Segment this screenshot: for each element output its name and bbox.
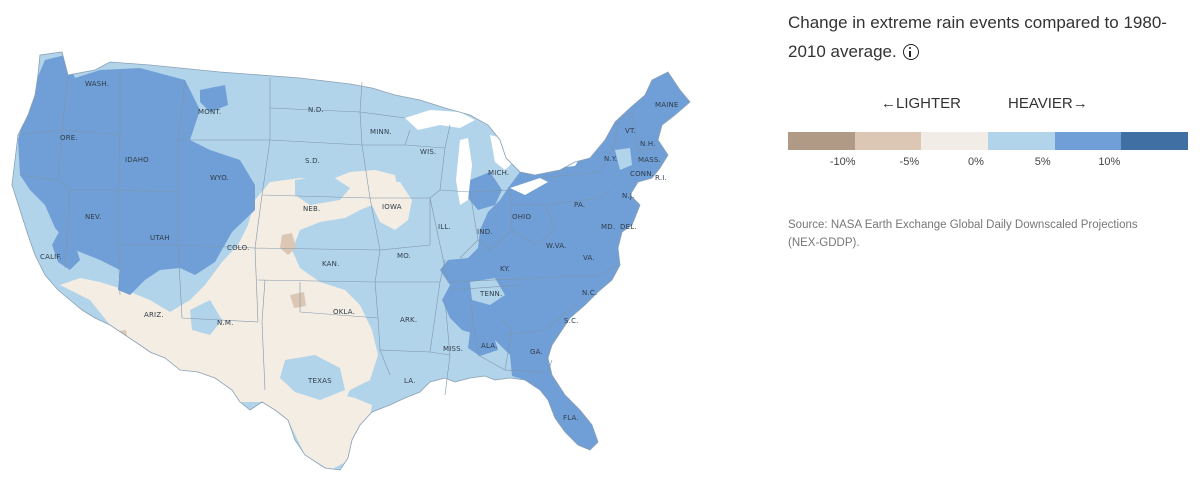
label-me: MAINE [655, 101, 679, 109]
label-ma: MASS. [638, 156, 661, 164]
legend-ticks: -10% -5% 0% 5% 10% [788, 156, 1188, 172]
label-nv: NEV. [85, 213, 102, 221]
legend-swatch-0 [788, 132, 855, 150]
rain-change-regions [18, 55, 690, 470]
region-lighter-strong-patch [280, 233, 296, 255]
legend-swatch-1 [854, 132, 922, 150]
label-ne: NEB. [303, 205, 321, 213]
label-il: ILL. [438, 223, 451, 231]
label-nm: N.M. [217, 319, 234, 327]
region-slight-heavier-ne-patch [615, 148, 632, 170]
label-md: MD. [601, 223, 615, 231]
region-heavier-northwest [18, 55, 255, 295]
label-ca: CALIF. [40, 253, 62, 261]
label-de: DEL. [620, 223, 637, 231]
info-icon[interactable] [902, 44, 919, 60]
legend-swatch-2 [921, 132, 989, 150]
label-nd: N.D. [308, 106, 324, 114]
label-sc: S.C. [564, 317, 579, 325]
label-ga: GA. [530, 348, 543, 356]
label-ri: R.I. [655, 174, 667, 182]
state-labels: WASH. ORE. IDAHO MONT. WYO. N.D. S.D. MI… [40, 80, 679, 422]
label-la: LA. [404, 377, 416, 385]
region-lighter-plains-patch [372, 180, 412, 230]
legend-tick-label: 5% [1034, 156, 1051, 168]
label-wa: WASH. [85, 80, 109, 88]
legend-tick-label: -5% [899, 156, 920, 168]
label-fl: FLA. [563, 414, 579, 422]
state-borders [17, 70, 663, 396]
lake-michigan [456, 138, 472, 205]
legend-swatch-4 [1054, 132, 1122, 150]
source-note: Source: NASA Earth Exchange Global Daily… [788, 219, 1138, 249]
label-ks: KAN. [322, 260, 340, 268]
label-pa: PA. [574, 201, 585, 209]
region-heavier-mt-patch [200, 85, 228, 112]
label-ct: CONN. [630, 170, 654, 178]
label-vt: VT. [625, 127, 636, 135]
us-rain-map: WASH. ORE. IDAHO MONT. WYO. N.D. S.D. MI… [11, 51, 691, 471]
region-slight-heavier-nm [190, 300, 222, 335]
label-sd: S.D. [305, 157, 320, 165]
legend-swatch-3 [988, 132, 1055, 150]
label-nc: N.C. [582, 289, 597, 297]
legend-tick-label: -10% [829, 156, 856, 168]
label-wy: WYO. [210, 174, 229, 182]
label-ny: N.Y. [604, 155, 617, 163]
label-mo: MO. [397, 252, 411, 260]
label-ms: MISS. [443, 345, 463, 353]
legend-panel: Change in extreme rain events compared t… [788, 8, 1189, 249]
label-al: ALA. [481, 342, 498, 350]
border-lines [17, 70, 663, 396]
label-wv: W.VA. [546, 242, 567, 250]
label-co: COLO. [227, 244, 250, 252]
lighter-label: ←LIGHTER [881, 95, 962, 112]
legend-tick-label: 0% [968, 156, 984, 168]
label-ut: UTAH [150, 234, 170, 242]
label-tx: TEXAS [307, 377, 332, 385]
label-nj: N.J. [622, 192, 635, 200]
legend-tick-label: 10% [1098, 156, 1121, 168]
label-az: ARIZ. [144, 311, 164, 319]
label-ar: ARK. [400, 316, 417, 324]
lake-erie [510, 178, 548, 195]
label-mi: MICH. [488, 169, 509, 177]
region-slight-heavier-kansas [298, 232, 372, 285]
lake-superior [405, 110, 475, 130]
label-ky: KY. [500, 265, 510, 273]
label-id: IDAHO [125, 156, 149, 164]
region-slight-heavier-tn [470, 278, 505, 305]
label-oh: OHIO [512, 213, 531, 221]
label-wi: WIS. [420, 148, 436, 156]
heavier-label: HEAVIER→ [1008, 95, 1088, 112]
label-or: ORE. [60, 134, 78, 142]
region-lighter-strong-patch-2 [290, 292, 306, 308]
map-svg: WASH. ORE. IDAHO MONT. WYO. N.D. S.D. MI… [11, 51, 691, 471]
label-ia: IOWA [382, 203, 402, 211]
region-slight-heavier-texas [280, 355, 345, 400]
label-va: VA. [583, 254, 595, 262]
legend-swatch-5 [1121, 132, 1189, 150]
legend-title: Change in extreme rain events compared t… [788, 8, 1188, 66]
label-tn: TENN. [479, 290, 502, 298]
legend-color-bar [788, 132, 1189, 150]
label-in: IND. [477, 228, 493, 236]
label-mn: MINN. [370, 128, 392, 136]
legend-title-text: Change in extreme rain events compared t… [788, 13, 1167, 61]
label-ok: OKLA. [333, 308, 355, 316]
label-nh: N.H. [640, 140, 656, 148]
direction-labels: ←LIGHTER HEAVIER→ [788, 95, 1188, 115]
region-slight-heavier-sd [295, 175, 350, 205]
label-mt: MONT. [198, 108, 221, 116]
